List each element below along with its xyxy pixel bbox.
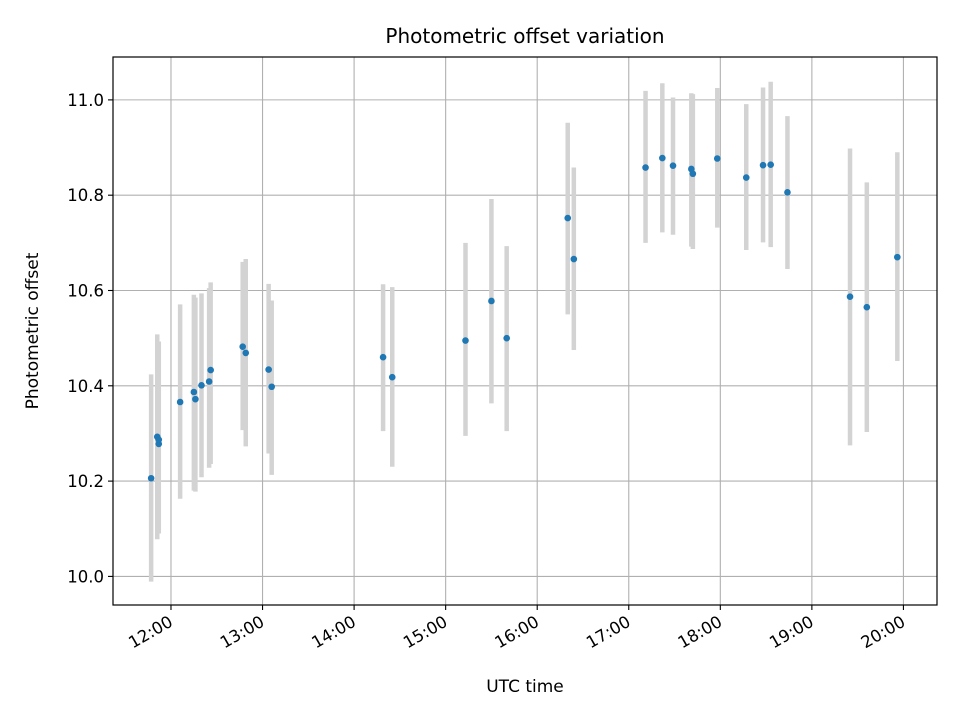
data-point xyxy=(669,162,677,169)
data-point xyxy=(155,436,163,443)
data-point xyxy=(192,395,199,403)
x-axis-label: UTC time xyxy=(486,677,564,697)
data-point xyxy=(767,161,774,168)
data-point xyxy=(642,164,649,171)
data-point xyxy=(462,337,469,344)
data-point xyxy=(564,214,572,222)
chart-title: Photometric offset variation xyxy=(385,24,664,48)
data-point xyxy=(846,293,854,300)
data-point xyxy=(488,297,495,305)
data-point xyxy=(503,334,510,342)
y-tick-label: 10.2 xyxy=(67,472,104,491)
data-point xyxy=(689,170,697,178)
y-tick-label: 10.6 xyxy=(67,281,104,300)
grid xyxy=(113,57,937,605)
data-point xyxy=(659,154,666,162)
data-point xyxy=(207,366,214,374)
data-point xyxy=(784,189,791,196)
data-point xyxy=(268,383,275,391)
data-point xyxy=(190,388,198,396)
data-point xyxy=(759,161,767,169)
data-point xyxy=(713,155,721,162)
data-point xyxy=(894,253,901,261)
y-tick-label: 10.0 xyxy=(67,567,104,586)
y-axis-label: Photometric offset xyxy=(23,252,43,409)
data-point xyxy=(205,378,213,385)
data-point xyxy=(147,474,155,482)
data-point xyxy=(176,398,184,406)
data-point xyxy=(863,303,871,311)
data-point xyxy=(198,382,205,389)
y-tick-label: 10.8 xyxy=(67,186,104,205)
data-point xyxy=(570,255,578,263)
data-point xyxy=(239,343,247,351)
data-point xyxy=(265,366,272,373)
data-point xyxy=(242,349,250,357)
data-point xyxy=(379,353,387,361)
y-tick-label: 10.4 xyxy=(67,377,104,396)
y-tick-label: 11.0 xyxy=(67,91,104,110)
data-point xyxy=(388,373,396,381)
data-points xyxy=(147,154,901,482)
y-axis-ticks: 10.0 10.2 10.4 10.6 10.8 11.0 xyxy=(67,91,113,586)
data-point xyxy=(742,174,750,181)
plot-frame xyxy=(112,56,938,606)
